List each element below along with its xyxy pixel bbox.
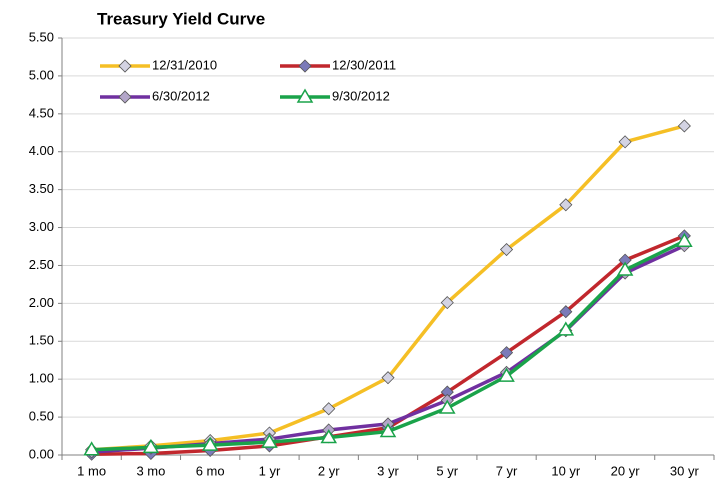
y-tick-label: 2.50 <box>29 257 54 272</box>
marker <box>381 371 395 385</box>
y-tick-label: 2.00 <box>29 295 54 310</box>
marker <box>320 429 338 444</box>
x-tick-label: 10 yr <box>551 463 581 478</box>
x-tick-label: 6 mo <box>196 463 225 478</box>
marker <box>676 232 693 247</box>
x-tick-label: 3 mo <box>136 463 165 478</box>
x-tick-label: 20 yr <box>611 463 641 478</box>
marker <box>499 242 514 257</box>
marker <box>261 433 278 448</box>
y-tick-label: 5.50 <box>29 29 54 44</box>
marker <box>142 438 160 454</box>
x-tick-label: 1 mo <box>77 463 106 478</box>
marker <box>557 321 575 336</box>
legend-marker <box>296 88 314 103</box>
legend-marker <box>298 59 312 73</box>
chart-title: Treasury Yield Curve <box>97 9 265 28</box>
legend-marker <box>118 90 132 104</box>
marker <box>616 261 634 276</box>
y-tick-label: 5.00 <box>29 67 54 82</box>
marker <box>322 402 336 416</box>
marker <box>498 367 515 382</box>
x-tick-label: 2 yr <box>318 463 340 478</box>
x-tick-label: 30 yr <box>670 463 700 478</box>
y-tick-label: 3.00 <box>29 219 54 234</box>
y-tick-label: 3.50 <box>29 181 54 196</box>
legend-label: 9/30/2012 <box>332 88 390 103</box>
y-tick-label: 0.50 <box>29 409 54 424</box>
y-tick-label: 4.50 <box>29 105 54 120</box>
x-tick-label: 7 yr <box>496 463 518 478</box>
marker <box>201 436 219 451</box>
x-tick-label: 1 yr <box>259 463 281 478</box>
legend-label: 6/30/2012 <box>152 88 210 103</box>
marker <box>379 423 397 438</box>
marker <box>559 198 573 212</box>
x-tick-label: 5 yr <box>436 463 458 478</box>
x-tick-label: 3 yr <box>377 463 399 478</box>
marker <box>677 119 691 133</box>
legend-label: 12/30/2011 <box>332 57 396 72</box>
y-tick-label: 4.00 <box>29 143 54 158</box>
marker <box>440 296 454 310</box>
legend-marker <box>118 59 132 73</box>
y-tick-label: 0.00 <box>29 446 54 461</box>
marker <box>559 305 573 319</box>
y-tick-label: 1.00 <box>29 371 54 386</box>
marker <box>499 346 514 360</box>
marker <box>438 399 456 414</box>
legend-label: 12/31/2010 <box>152 57 217 72</box>
marker <box>618 135 632 149</box>
y-tick-label: 1.50 <box>29 333 54 348</box>
marker <box>83 441 100 456</box>
